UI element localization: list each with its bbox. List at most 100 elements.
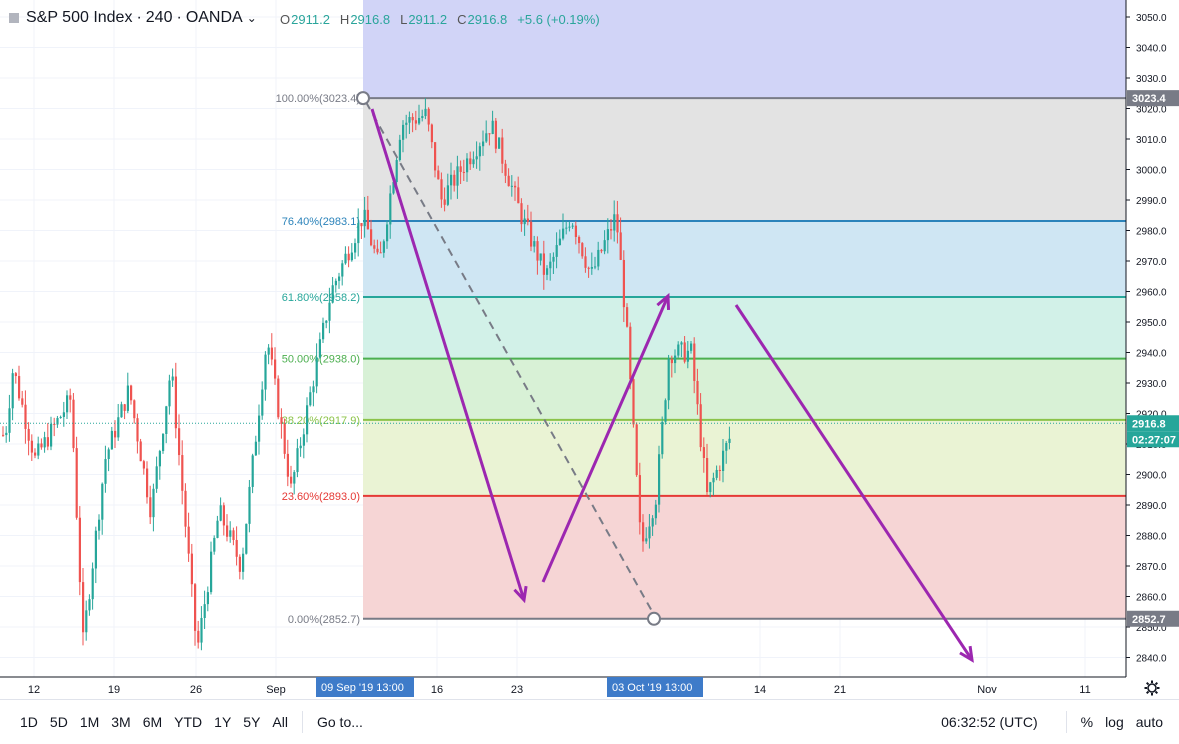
candle-body: [72, 399, 75, 449]
candle-body: [395, 160, 398, 183]
last-price-tag-bg: [1127, 415, 1179, 432]
candle-body: [210, 551, 213, 593]
candle-body: [610, 229, 613, 231]
candle-body: [706, 457, 709, 493]
gear-icon-ring: [1147, 683, 1157, 693]
candle-body: [434, 142, 437, 171]
candle-body: [267, 347, 270, 355]
ohlc-low: L2911.2: [400, 12, 447, 27]
symbol-legend[interactable]: S&P 500 Index · 240 · OANDA ⌄: [8, 6, 257, 30]
range-5d-button[interactable]: 5D: [49, 714, 68, 730]
price-tick-label: 3050.0: [1136, 13, 1167, 24]
price-tick-label: 2870.0: [1136, 562, 1167, 573]
candle-body: [187, 526, 190, 554]
collapse-icon[interactable]: [8, 12, 20, 24]
candle-body: [664, 400, 667, 422]
candle-body: [699, 404, 702, 448]
last-price-tag: 2916.8: [1132, 418, 1166, 430]
candle-body: [280, 417, 283, 424]
time-tick-label: Nov: [977, 684, 997, 696]
goto-button[interactable]: Go to...: [316, 714, 363, 730]
price-tick-label: 2970.0: [1136, 257, 1167, 268]
candle-body: [162, 433, 165, 452]
gear-icon-tooth: [1145, 681, 1150, 686]
candle-body: [530, 221, 533, 247]
log-scale-button[interactable]: log: [1105, 714, 1124, 730]
candle-body: [338, 276, 341, 281]
candle-body: [88, 599, 91, 611]
candle-body: [488, 133, 491, 135]
time-axis: 12 19 26 Sep 16 23 14 21 Nov 11 09 Sep '19 13:00 03…: [0, 676, 1179, 699]
fib-anchor-handle: [356, 91, 370, 106]
fib-level-label: 100.00%(3023.4): [276, 93, 360, 105]
candle-body: [619, 232, 622, 260]
candle-body: [142, 461, 145, 469]
candle-body: [136, 418, 139, 442]
candle-body: [424, 108, 427, 117]
candle-body: [277, 378, 280, 418]
range-5y-button[interactable]: 5Y: [243, 714, 261, 730]
candle-body: [562, 228, 565, 239]
candle-body: [584, 256, 587, 268]
candle-body: [40, 443, 43, 448]
candle-body: [11, 373, 14, 409]
candle-body: [574, 225, 577, 237]
candle-body: [101, 483, 104, 520]
candle-body: [235, 539, 238, 557]
percent-scale-button[interactable]: %: [1080, 714, 1094, 730]
range-all-button[interactable]: All: [272, 714, 288, 730]
range-1d-button[interactable]: 1D: [20, 714, 38, 730]
candle-body: [408, 117, 411, 123]
candle-body: [165, 406, 168, 434]
toolbar-divider: [301, 711, 303, 733]
price-tick-label: 3030.0: [1136, 74, 1167, 85]
candle-body: [402, 124, 405, 140]
price-tick-label: 2990.0: [1136, 196, 1167, 207]
candle-body: [203, 604, 206, 618]
candle-body: [85, 610, 88, 633]
ohlc-change: +5.6 (+0.19%): [517, 12, 600, 27]
candle-body: [683, 342, 686, 362]
candle-body: [558, 238, 561, 246]
candle-body: [453, 174, 456, 186]
chart-svg[interactable]: 100.00%(3023.4) 76.40%(2983.1) 61.80%(2958…: [0, 0, 1179, 699]
fib-zone-top: [363, 0, 1126, 99]
range-1y-button[interactable]: 1Y: [214, 714, 232, 730]
price-tick-label: 2940.0: [1136, 349, 1167, 360]
candle-body: [299, 445, 302, 449]
range-3m-button[interactable]: 3M: [111, 714, 131, 730]
gear-icon[interactable]: [1144, 680, 1160, 696]
candle-body: [491, 120, 494, 135]
auto-scale-button[interactable]: auto: [1135, 714, 1163, 730]
candle-body: [248, 486, 251, 524]
utc-clock[interactable]: 06:32:52 (UTC): [941, 714, 1038, 730]
candle-body: [536, 241, 539, 261]
price-tick-label: 2920.0: [1136, 410, 1167, 421]
ohlc-open: O2911.2: [280, 12, 330, 27]
range-6m-button[interactable]: 6M: [142, 714, 163, 730]
candle-body: [66, 395, 69, 413]
candle-body: [469, 158, 472, 165]
chevron-down-icon[interactable]: ⌄: [246, 11, 257, 25]
candle-body: [542, 253, 545, 275]
candle-body: [27, 428, 30, 441]
candle-body: [114, 430, 117, 438]
candle-body: [600, 249, 603, 252]
candle-body: [450, 174, 453, 186]
range-ytd-button[interactable]: YTD: [174, 714, 203, 730]
range-1m-button[interactable]: 1M: [79, 714, 100, 730]
fib-zone: [363, 358, 1126, 420]
candle-body: [232, 530, 235, 540]
candle-body: [485, 133, 488, 142]
candle-body: [526, 218, 529, 222]
time-tick-label: 26: [190, 684, 202, 696]
candle-body: [446, 185, 449, 205]
price-tick-label: 2900.0: [1136, 471, 1167, 482]
arrow-head: [513, 585, 528, 604]
candle-body: [94, 530, 97, 569]
candle-body: [690, 343, 693, 351]
candle-body: [24, 404, 27, 429]
candle-body: [645, 538, 648, 542]
fib-level-label: 50.00%(2938.0): [282, 354, 360, 366]
